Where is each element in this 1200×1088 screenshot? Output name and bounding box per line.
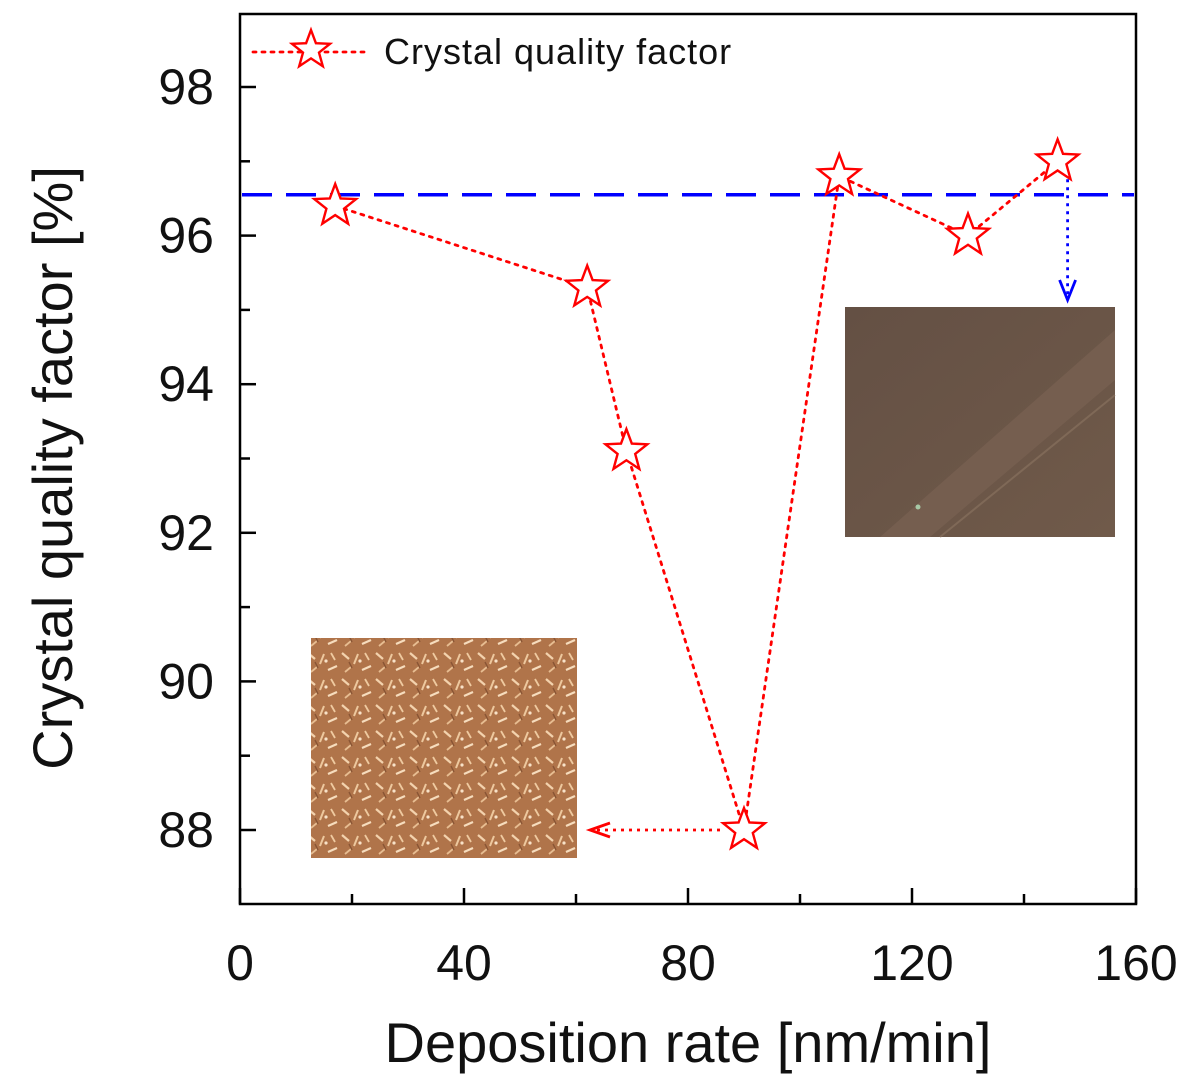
- data-point-star: [719, 804, 769, 851]
- y-tick-label: 90: [158, 653, 214, 709]
- legend: Crystal quality factor: [251, 26, 732, 72]
- series-markers: [311, 135, 1082, 851]
- legend-star-icon: [288, 26, 334, 69]
- legend-label: Crystal quality factor: [384, 31, 732, 72]
- y-tick-label: 92: [158, 505, 214, 561]
- x-tick-label: 40: [436, 935, 492, 991]
- y-axis-title: Crystal quality factor [%]: [21, 166, 84, 770]
- arrow-to-rough-inset: [585, 821, 720, 839]
- y-tick-label: 98: [158, 59, 214, 115]
- x-tick-label: 120: [870, 935, 953, 991]
- y-tick-label: 96: [158, 208, 214, 264]
- data-point-star: [943, 210, 993, 257]
- arrow-down-head: [1058, 279, 1077, 304]
- legend-star: [288, 26, 334, 69]
- x-tick-label: 80: [660, 935, 716, 991]
- data-point-star: [815, 150, 864, 197]
- data-point-star: [602, 425, 651, 472]
- x-tick-label: 160: [1094, 935, 1177, 991]
- rough-surface-inset: [311, 638, 577, 858]
- data-point-star: [1033, 135, 1082, 182]
- y-tick-label: 88: [158, 802, 214, 858]
- smooth-surface-inset: [845, 307, 1116, 538]
- arrow-left-head: [585, 821, 611, 839]
- y-axis: 88 90 92 94 96 98: [158, 59, 256, 858]
- x-axis: 0 40 80 120 160: [226, 888, 1178, 991]
- y-tick-label: 94: [158, 356, 214, 412]
- data-point-star: [563, 262, 612, 309]
- x-tick-label: 0: [226, 935, 254, 991]
- arrow-to-smooth-inset: [1058, 179, 1077, 304]
- x-axis-title: Deposition rate [nm/min]: [385, 1011, 992, 1074]
- data-point-star: [311, 180, 360, 227]
